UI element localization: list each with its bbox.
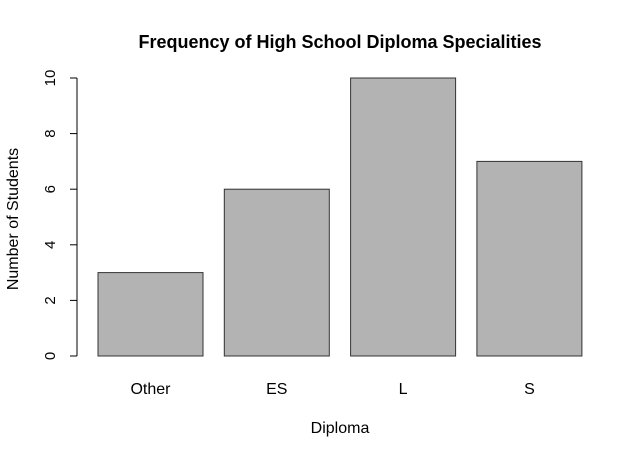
x-tick-label-s: S bbox=[524, 381, 535, 398]
y-tick-label-4: 4 bbox=[42, 241, 59, 249]
y-tick-label-2: 2 bbox=[42, 296, 59, 304]
chart-title: Frequency of High School Diploma Special… bbox=[138, 32, 541, 52]
y-tick-label-0: 0 bbox=[42, 352, 59, 360]
y-tick-label-10: 10 bbox=[42, 70, 59, 87]
y-tick-label-6: 6 bbox=[42, 185, 59, 193]
x-tick-label-es: ES bbox=[266, 381, 287, 398]
bar-other bbox=[97, 272, 204, 357]
x-tick-label-other: Other bbox=[130, 381, 171, 398]
x-tick-label-l: L bbox=[399, 381, 408, 398]
y-axis: 0 2 4 6 8 10 bbox=[42, 70, 78, 360]
y-axis-label: Number of Students bbox=[5, 148, 22, 290]
bar-s bbox=[476, 160, 583, 357]
bar-es bbox=[223, 188, 330, 357]
bar-l bbox=[350, 77, 457, 357]
bars-group bbox=[97, 77, 583, 357]
x-axis-categories: Other ES L S bbox=[130, 381, 534, 398]
x-axis-label: Diploma bbox=[311, 420, 370, 437]
y-tick-label-8: 8 bbox=[42, 129, 59, 137]
